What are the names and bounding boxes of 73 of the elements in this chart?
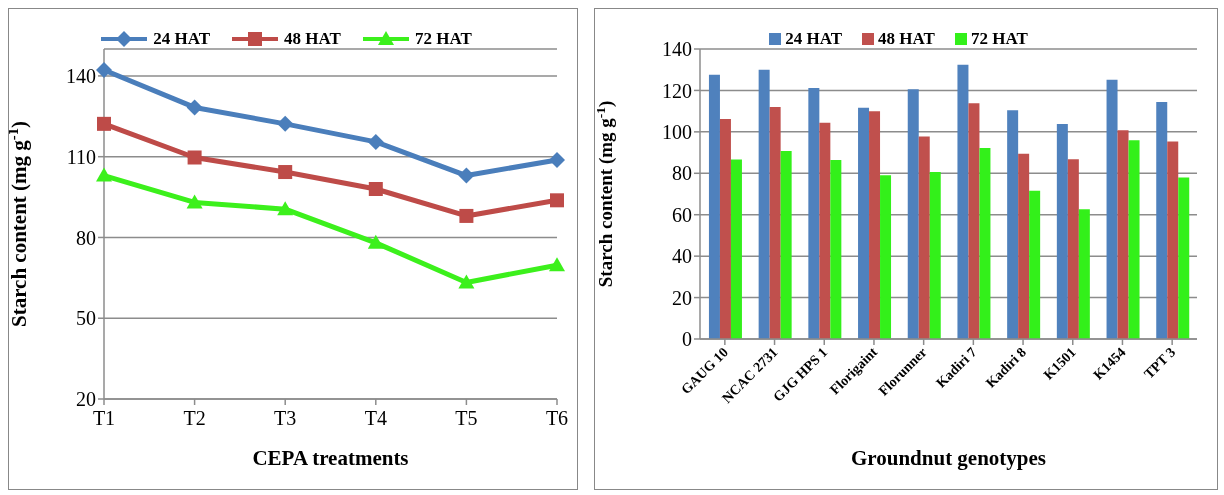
- bar: [1067, 159, 1079, 339]
- point: [367, 133, 384, 150]
- bar: [730, 159, 742, 339]
- point: [458, 274, 475, 289]
- legend-label: 72 HAT: [414, 29, 472, 49]
- y-tick-label: 100: [662, 120, 692, 143]
- bar: [819, 122, 831, 339]
- bar: [708, 74, 720, 339]
- bar: [719, 119, 731, 339]
- point: [277, 201, 294, 216]
- point: [367, 234, 384, 249]
- point: [96, 167, 112, 182]
- bar: [1056, 123, 1068, 339]
- legend-label: 48 HAT: [284, 29, 341, 49]
- bar: [1106, 79, 1118, 339]
- point: [97, 116, 111, 131]
- point: [549, 257, 565, 272]
- bar: [1018, 153, 1030, 339]
- y-tick-label: 110: [66, 145, 96, 168]
- bar: [1178, 177, 1190, 339]
- point: [186, 194, 203, 209]
- bar: [968, 103, 980, 339]
- bar: [830, 160, 842, 339]
- bar: [1117, 130, 1129, 339]
- legend-label: 24 HAT: [785, 29, 843, 49]
- x-tick-label: T3: [274, 407, 297, 429]
- point: [278, 165, 293, 180]
- x-axis-title: CEPA treatments: [252, 446, 409, 470]
- y-tick-label: 140: [662, 38, 692, 61]
- point: [186, 99, 203, 116]
- y-tick-label: 0: [682, 328, 692, 351]
- point: [96, 62, 112, 78]
- bar: [957, 64, 969, 339]
- point: [187, 150, 202, 165]
- y-tick-label: 80: [76, 226, 96, 249]
- point: [459, 208, 474, 223]
- y-tick-label: 80: [672, 162, 692, 185]
- y-tick-label: 60: [672, 203, 692, 226]
- bar: [1156, 102, 1168, 339]
- bar: [1078, 209, 1090, 339]
- legend-label: 48 HAT: [878, 29, 935, 49]
- bar: [808, 87, 820, 339]
- bar: [858, 107, 870, 339]
- point: [458, 167, 475, 184]
- y-tick-label: 140: [66, 65, 96, 88]
- bar: [1167, 141, 1179, 339]
- y-tick-label: 40: [672, 245, 692, 268]
- bar: [918, 136, 930, 339]
- bar: [769, 107, 781, 339]
- bar: [979, 148, 991, 339]
- bar: [907, 89, 919, 339]
- x-axis-title: Groundnut genotypes: [850, 446, 1047, 470]
- point: [368, 182, 383, 196]
- bar: [1007, 110, 1019, 339]
- bar: [929, 172, 941, 339]
- point: [549, 151, 565, 168]
- point: [277, 115, 294, 132]
- point: [550, 193, 564, 208]
- bar: [869, 111, 881, 339]
- x-tick-label: T6: [545, 407, 569, 429]
- bar: [880, 175, 892, 339]
- bar: [758, 69, 770, 339]
- bar: [1128, 140, 1140, 339]
- y-tick-label: 20: [672, 286, 692, 309]
- bar: [780, 150, 792, 339]
- x-tick-label: T4: [364, 407, 387, 429]
- x-tick-label: T5: [455, 407, 478, 429]
- x-tick-label: T2: [183, 407, 206, 429]
- y-tick-label: 50: [76, 307, 96, 330]
- legend-label: 72 HAT: [970, 29, 1028, 49]
- bar: [1029, 190, 1041, 339]
- y-tick-label: 120: [662, 79, 692, 102]
- legend-label: 24 HAT: [153, 29, 211, 49]
